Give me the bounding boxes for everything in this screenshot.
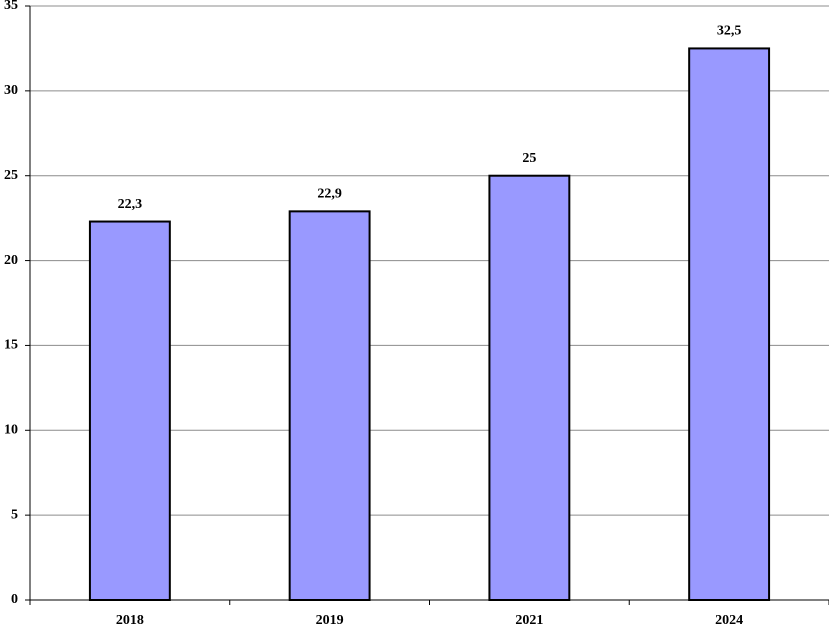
x-tick-label: 2018 — [116, 613, 144, 626]
bar — [688, 47, 771, 601]
y-tick-label: 15 — [4, 338, 18, 353]
x-tick-label: 2019 — [316, 613, 344, 626]
y-tick-label: 10 — [4, 423, 18, 438]
bar — [288, 210, 371, 601]
bar — [88, 220, 171, 601]
x-tick-label: 2021 — [515, 613, 543, 626]
x-tick-label: 2024 — [715, 613, 743, 626]
y-tick-label: 0 — [11, 592, 18, 607]
bar — [488, 174, 571, 601]
value-label: 32,5 — [717, 24, 742, 39]
y-tick-label: 20 — [4, 253, 18, 268]
value-label: 25 — [522, 151, 536, 166]
value-label: 22,3 — [118, 197, 143, 212]
y-tick-label: 5 — [11, 507, 18, 522]
y-tick-label: 30 — [4, 83, 18, 98]
y-tick-label: 35 — [4, 0, 18, 13]
y-tick-label: 25 — [4, 168, 18, 183]
value-label: 22,9 — [317, 187, 342, 202]
